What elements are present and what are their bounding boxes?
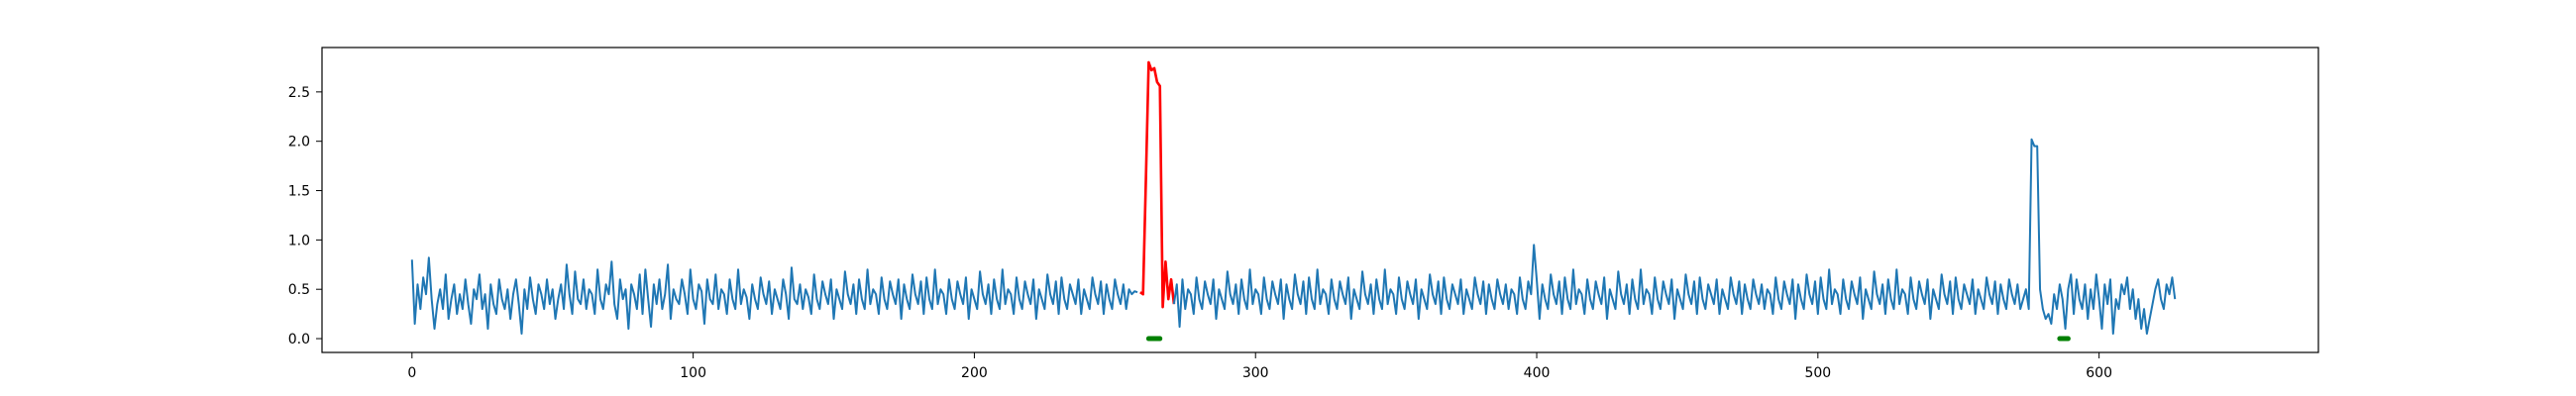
y-tick-label: 1.5 <box>288 184 310 200</box>
y-tick-label: 0.0 <box>288 332 310 347</box>
y-tick-label: 0.5 <box>288 282 310 298</box>
y-tick-label: 1.0 <box>288 233 310 248</box>
anomaly-series-line <box>1139 60 1176 309</box>
x-tick-label: 300 <box>1242 365 1269 381</box>
y-axis: 0.0 0.5 1.0 1.5 2.0 2.5 <box>288 85 322 347</box>
x-tick-label: 400 <box>1524 365 1551 381</box>
x-tick-label: 100 <box>680 365 706 381</box>
x-axis: 0 100 200 300 400 500 600 <box>407 352 2112 381</box>
y-tick-label: 2.0 <box>288 135 310 150</box>
signal-series-line-0 <box>410 256 1138 336</box>
x-tick-label: 500 <box>1804 365 1831 381</box>
y-tick-label: 2.5 <box>288 85 310 101</box>
signal-series-line-2 <box>1172 138 2177 336</box>
x-tick-label: 0 <box>407 365 416 381</box>
x-tick-label: 600 <box>2086 365 2112 381</box>
x-tick-label: 200 <box>961 365 988 381</box>
series-layer <box>410 60 2177 336</box>
plot-area-frame <box>321 47 2319 353</box>
